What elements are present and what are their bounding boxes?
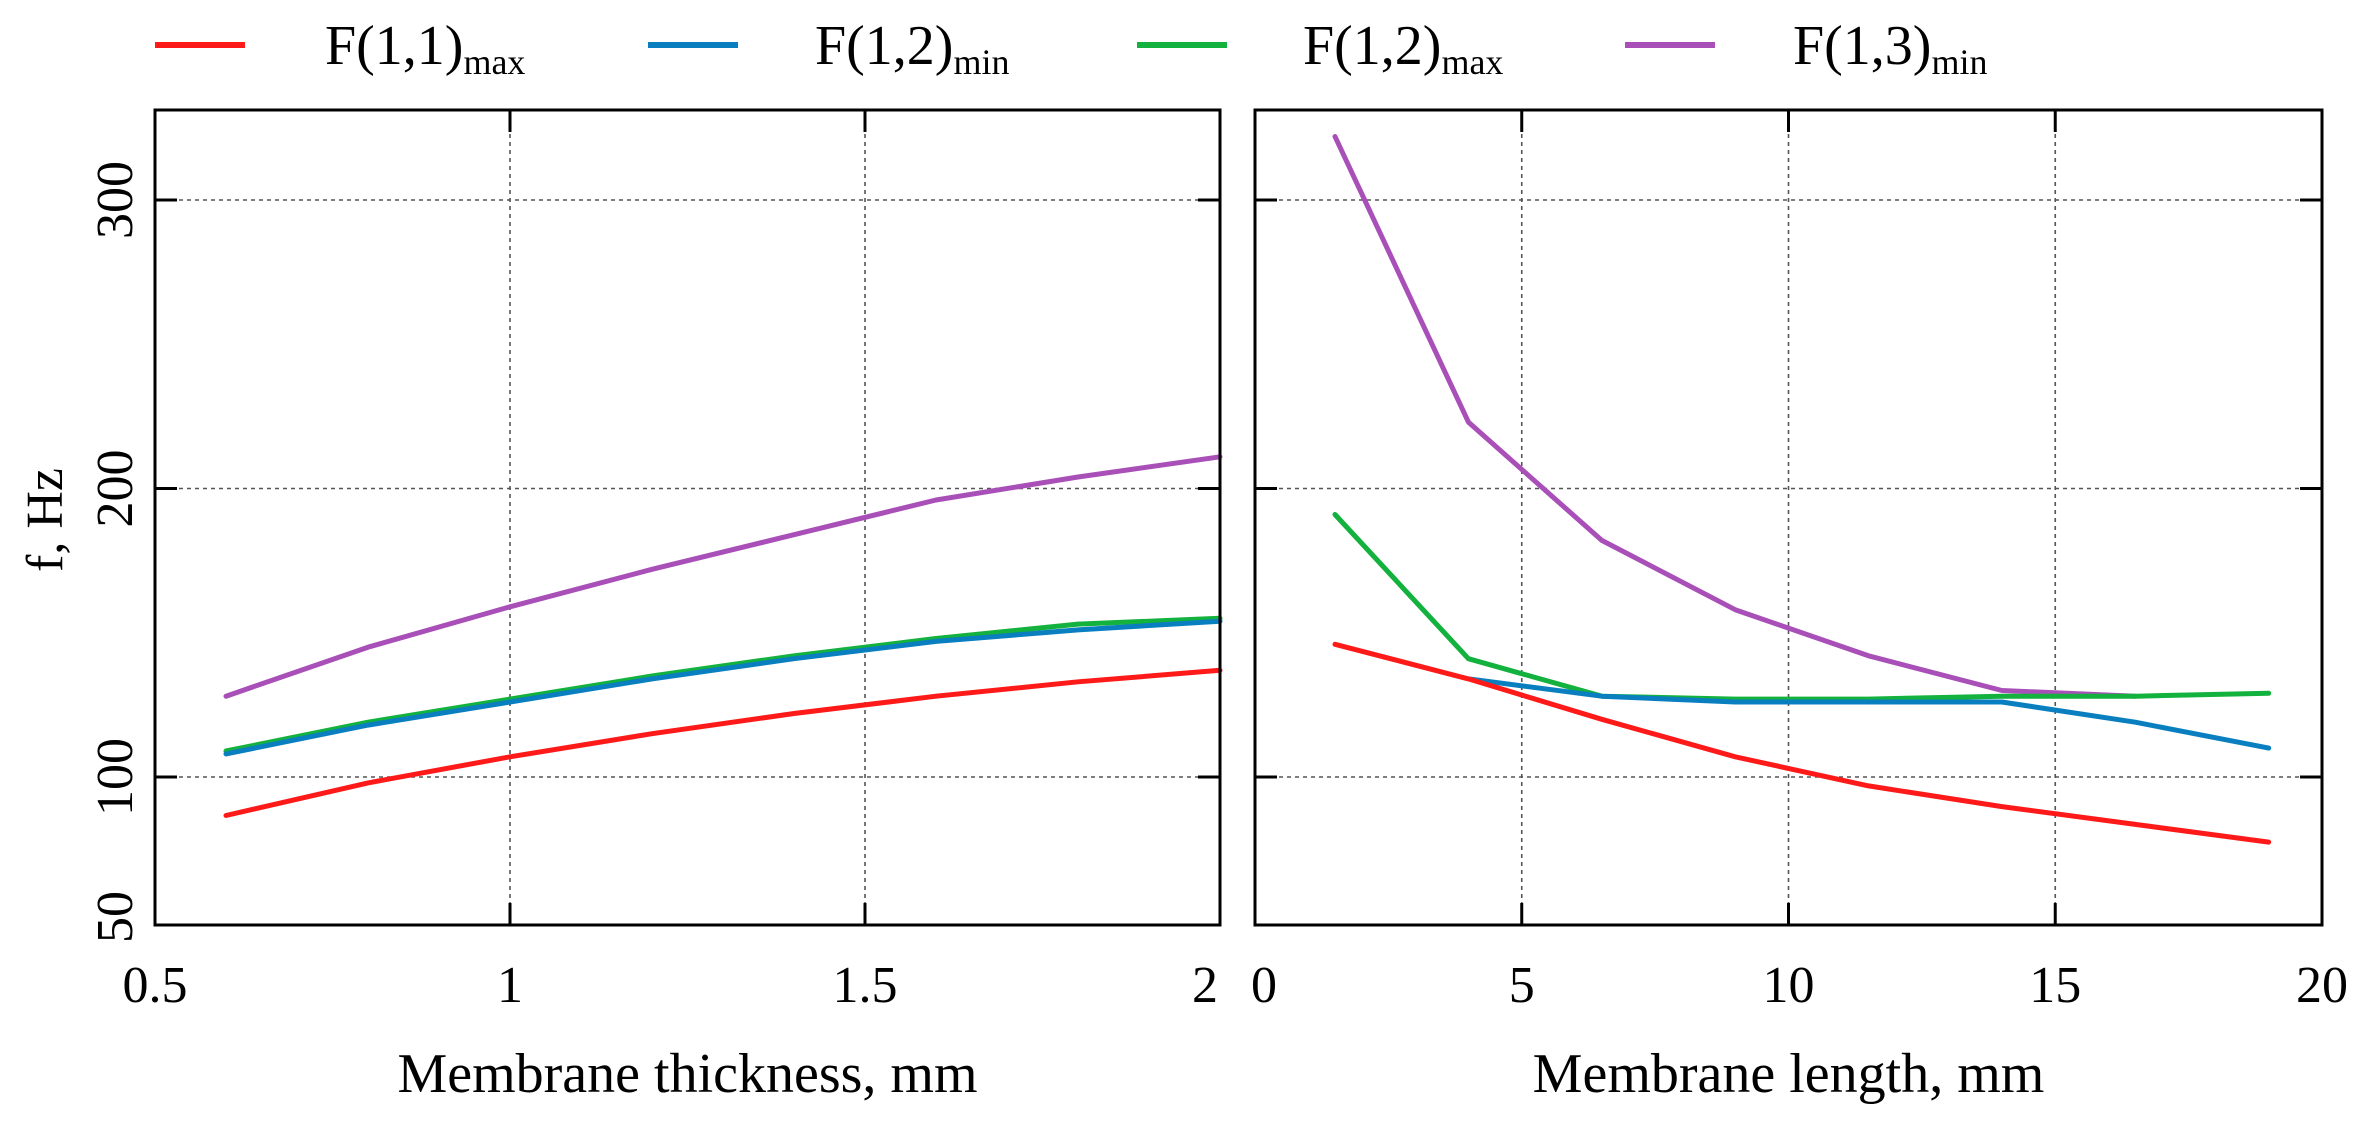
x-tick-label-2: 10 <box>1763 957 1815 1014</box>
y-tick-label-3: 300 <box>87 161 144 239</box>
legend-label-base-1: F(1,2) <box>815 15 953 77</box>
x-tick-label-3: 15 <box>2029 957 2081 1014</box>
legend-label-sub-2: max <box>1441 42 1503 82</box>
ticks-1 <box>1255 110 2322 925</box>
y-tick-label-0: 50 <box>87 891 144 943</box>
legend-label-sub-1: min <box>953 42 1009 82</box>
thickness-panel: 0.5 1 1.5 2 50 100 200 300 Membrane thickness, m… <box>87 108 1223 1105</box>
legend-item-2: F(1,2)max <box>1137 15 1503 82</box>
y-tick-label-2: 200 <box>87 450 144 528</box>
x-axis-label-1: Membrane length, mm <box>1533 1043 2045 1105</box>
plot-frame-1 <box>1253 108 2324 927</box>
plot-frame-0 <box>153 108 1222 927</box>
legend-label-base-0: F(1,1) <box>325 15 463 77</box>
y-axis-label: f, Hz <box>17 468 74 572</box>
x-tick-labels-1: 0 5 10 15 20 <box>1251 957 2348 1014</box>
x-tick-label-0: 0 <box>1251 957 1277 1014</box>
x-tick-label-3: 2 <box>1192 957 1218 1014</box>
grid-1 <box>1255 110 2322 925</box>
x-tick-label-4: 20 <box>2296 957 2348 1014</box>
legend-label-base-2: F(1,2) <box>1303 15 1441 77</box>
ticks-0 <box>155 110 1220 925</box>
x-tick-label-2: 1.5 <box>833 957 898 1014</box>
grid-0 <box>155 110 1220 925</box>
legend-label-3: F(1,3)min <box>1793 15 1987 82</box>
legend-label-sub-3: min <box>1931 42 1987 82</box>
series-line-3 <box>1332 134 2138 699</box>
legend-label-sub-0: max <box>463 42 525 82</box>
y-tick-labels-0: 50 100 200 300 <box>87 161 144 943</box>
series-line-3 <box>223 454 1223 699</box>
x-tick-label-0: 0.5 <box>123 957 188 1014</box>
x-tick-label-1: 5 <box>1509 957 1535 1014</box>
length-panel: 0 5 10 15 20 Membrane length, mm <box>1251 108 2348 1105</box>
series-line-0 <box>223 667 1223 818</box>
x-axis-label-0: Membrane thickness, mm <box>397 1043 977 1105</box>
legend-item-0: F(1,1)max <box>155 15 525 82</box>
legend-label-1: F(1,2)min <box>815 15 1009 82</box>
series-line-0 <box>1332 641 2272 845</box>
x-tick-label-1: 1 <box>497 957 523 1014</box>
series-line-2 <box>223 618 1223 757</box>
y-tick-label-1: 100 <box>87 738 144 816</box>
legend: F(1,1)max F(1,2)min F(1,2)max F(1,3)min <box>155 15 1987 82</box>
legend-item-1: F(1,2)min <box>648 15 1009 82</box>
legend-label-2: F(1,2)max <box>1303 15 1503 82</box>
legend-label-base-3: F(1,3) <box>1793 15 1931 77</box>
legend-label-0: F(1,1)max <box>325 15 525 82</box>
series-line-2 <box>1465 676 2272 751</box>
legend-item-3: F(1,3)min <box>1625 15 1987 82</box>
series-line-1 <box>1332 512 2272 702</box>
series-line-1 <box>223 615 1223 754</box>
x-tick-labels-0: 0.5 1 1.5 2 <box>123 957 1219 1014</box>
